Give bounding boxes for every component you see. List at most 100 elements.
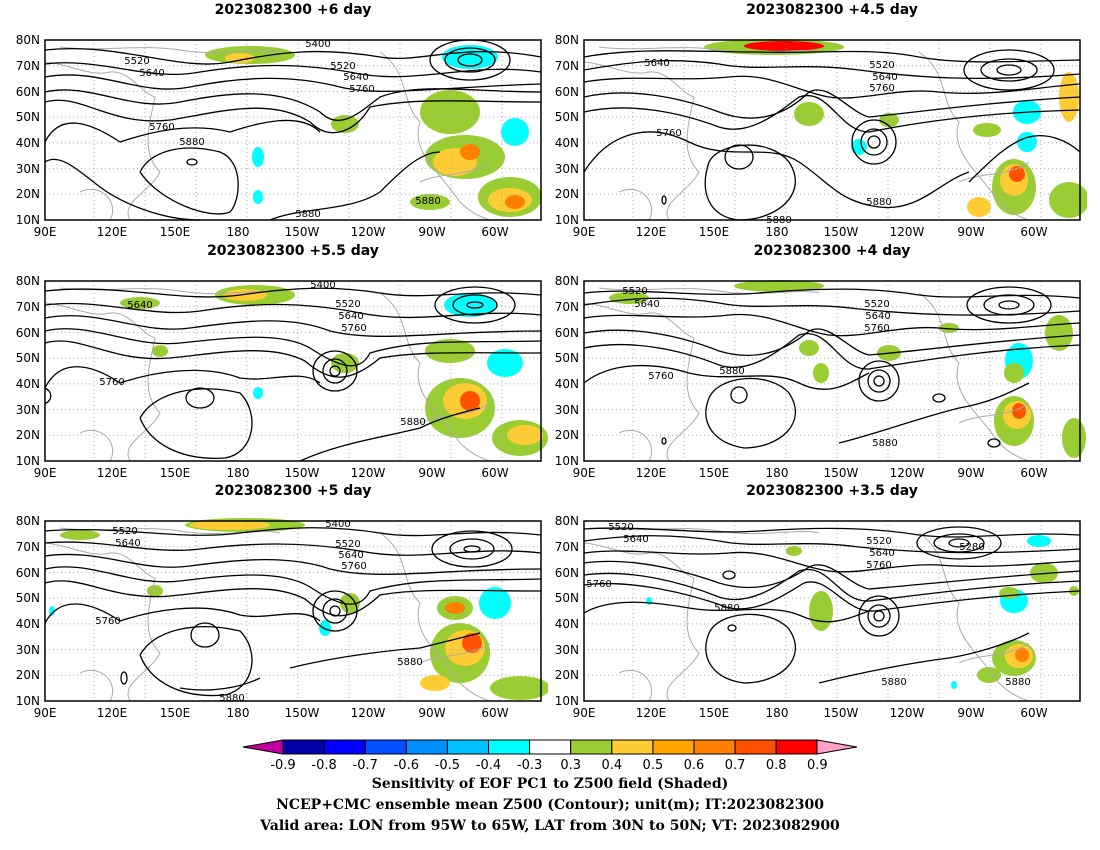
lon-label: 120W — [890, 466, 925, 480]
contour-label: 5520 — [330, 61, 355, 72]
colorbar-tick-label: -0.4 — [476, 758, 501, 772]
colorbar-tick-label: -0.5 — [435, 758, 460, 772]
colorbar-tick-label: 0.4 — [601, 758, 622, 772]
colorbar-tick-labels: -0.9 -0.8 -0.7 -0.6 -0.5 -0.4 -0.3 0.3 0.4 0.5 0.6… — [270, 758, 827, 772]
contour-label: 5520 — [335, 539, 360, 550]
contour-label: 5520 — [869, 60, 894, 71]
contour-label: 5880 — [719, 366, 744, 377]
contour-label: 5880 — [415, 196, 440, 207]
lon-label: 90W — [957, 706, 984, 720]
contour-label: 5880 — [866, 197, 891, 208]
lat-label: 50N — [555, 351, 579, 365]
sensitivity-shading — [120, 285, 548, 456]
colorbar-tick-label: 0.9 — [807, 758, 828, 772]
lon-label: 150W — [285, 706, 320, 720]
lon-label: 150E — [699, 225, 730, 239]
lat-label: 20N — [16, 668, 40, 682]
lat-label: 40N — [555, 377, 579, 391]
colorbar-box — [282, 739, 325, 755]
contour-label: 5760 — [341, 561, 366, 572]
lat-label: 10N — [555, 454, 579, 468]
lat-label: 50N — [16, 351, 40, 365]
contour-label: 5640 — [343, 72, 368, 83]
map-figure: 5640 5400 5520 5640 5760 5760 5880 10N 2… — [16, 274, 548, 480]
contour-label: 5880 — [872, 438, 897, 449]
lon-label: 120E — [636, 225, 667, 239]
lon-label: 150E — [160, 466, 191, 480]
contour-label: 5640 — [634, 299, 659, 310]
lon-label: 150W — [285, 225, 320, 239]
lat-label: 80N — [16, 33, 40, 47]
lat-label: 10N — [16, 213, 40, 227]
contour-label: 5520 — [335, 299, 360, 310]
lon-label: 150E — [699, 466, 730, 480]
contour-label-group: 5520 5640 5400 5520 5640 5760 5760 5880 … — [95, 519, 422, 704]
map-panel-3: 2023082300 +5.5 day — [0, 243, 548, 483]
colorbar-box — [611, 739, 654, 755]
panel-title: 2023082300 +5.5 day — [207, 243, 379, 259]
lat-label: 40N — [16, 136, 40, 150]
axis-labels: 10N 20N 30N 40N 50N 60N 70N 80N 90E 120E… — [555, 33, 1048, 239]
lat-label: 30N — [16, 162, 40, 176]
lon-label: 60W — [481, 225, 508, 239]
contour-label: 5520 — [112, 526, 137, 537]
colorbar-boxes — [282, 739, 818, 755]
map-panel-4: 2023082300 +4 day — [539, 243, 1087, 483]
lat-label: 70N — [555, 540, 579, 554]
map-figure: 5520 5640 5400 5520 5640 5760 5760 5880 … — [16, 33, 542, 239]
colorbar-tick-label: -0.7 — [353, 758, 378, 772]
lon-label: 180 — [766, 225, 789, 239]
sensitivity-shading — [609, 280, 1086, 458]
map-panel-1: 2023082300 +6 day — [0, 2, 548, 242]
contour-label: 5520 — [864, 299, 889, 310]
coastlines — [583, 527, 1030, 702]
colorbar-box — [323, 739, 366, 755]
lon-label: 60W — [1020, 466, 1047, 480]
coastlines — [583, 46, 1030, 221]
lat-label: 10N — [555, 694, 579, 708]
lon-label: 60W — [1020, 706, 1047, 720]
lon-label: 120E — [97, 466, 128, 480]
map-panel-6: 2023082300 +3.5 day — [539, 483, 1087, 723]
lon-label: 90E — [573, 225, 596, 239]
colorbar-tick-label: -0.3 — [517, 758, 542, 772]
colorbar-box — [693, 739, 736, 755]
lon-label: 120W — [351, 706, 386, 720]
lat-label: 30N — [555, 162, 579, 176]
axis-labels: 10N 20N 30N 40N 50N 60N 70N 80N 90E 120E… — [16, 33, 509, 239]
lat-label: 20N — [555, 187, 579, 201]
contour-label: 5760 — [866, 560, 891, 571]
lon-label: 120E — [636, 466, 667, 480]
lat-label: 40N — [16, 617, 40, 631]
colorbar-box — [529, 739, 572, 755]
lat-label: 60N — [16, 85, 40, 99]
colorbar-box — [570, 739, 613, 755]
lon-label: 120E — [97, 706, 128, 720]
lon-label: 180 — [227, 706, 250, 720]
lat-label: 70N — [555, 59, 579, 73]
contour-label: 5520 — [866, 536, 891, 547]
lon-label: 150E — [160, 225, 191, 239]
lat-label: 80N — [16, 514, 40, 528]
lon-label: 90E — [34, 225, 57, 239]
contour-label: 5760 — [95, 616, 120, 627]
lon-label: 120E — [636, 706, 667, 720]
colorbar-box — [775, 739, 818, 755]
contour-label: 5760 — [586, 579, 611, 590]
lon-label: 90W — [418, 706, 445, 720]
lon-label: 90W — [418, 225, 445, 239]
lat-label: 50N — [555, 591, 579, 605]
lon-label: 150E — [160, 706, 191, 720]
lat-label: 30N — [555, 403, 579, 417]
contour-label: 5880 — [219, 693, 244, 704]
lat-label: 70N — [16, 540, 40, 554]
contour-label: 5640 — [623, 534, 648, 545]
contour-label: 5640 — [869, 548, 894, 559]
contour-label: 5640 — [115, 538, 140, 549]
sensitivity-shading — [49, 518, 548, 700]
lat-label: 20N — [555, 668, 579, 682]
lat-label: 70N — [16, 59, 40, 73]
lat-label: 10N — [16, 694, 40, 708]
contour-label: 5760 — [341, 323, 366, 334]
lat-label: 20N — [16, 187, 40, 201]
